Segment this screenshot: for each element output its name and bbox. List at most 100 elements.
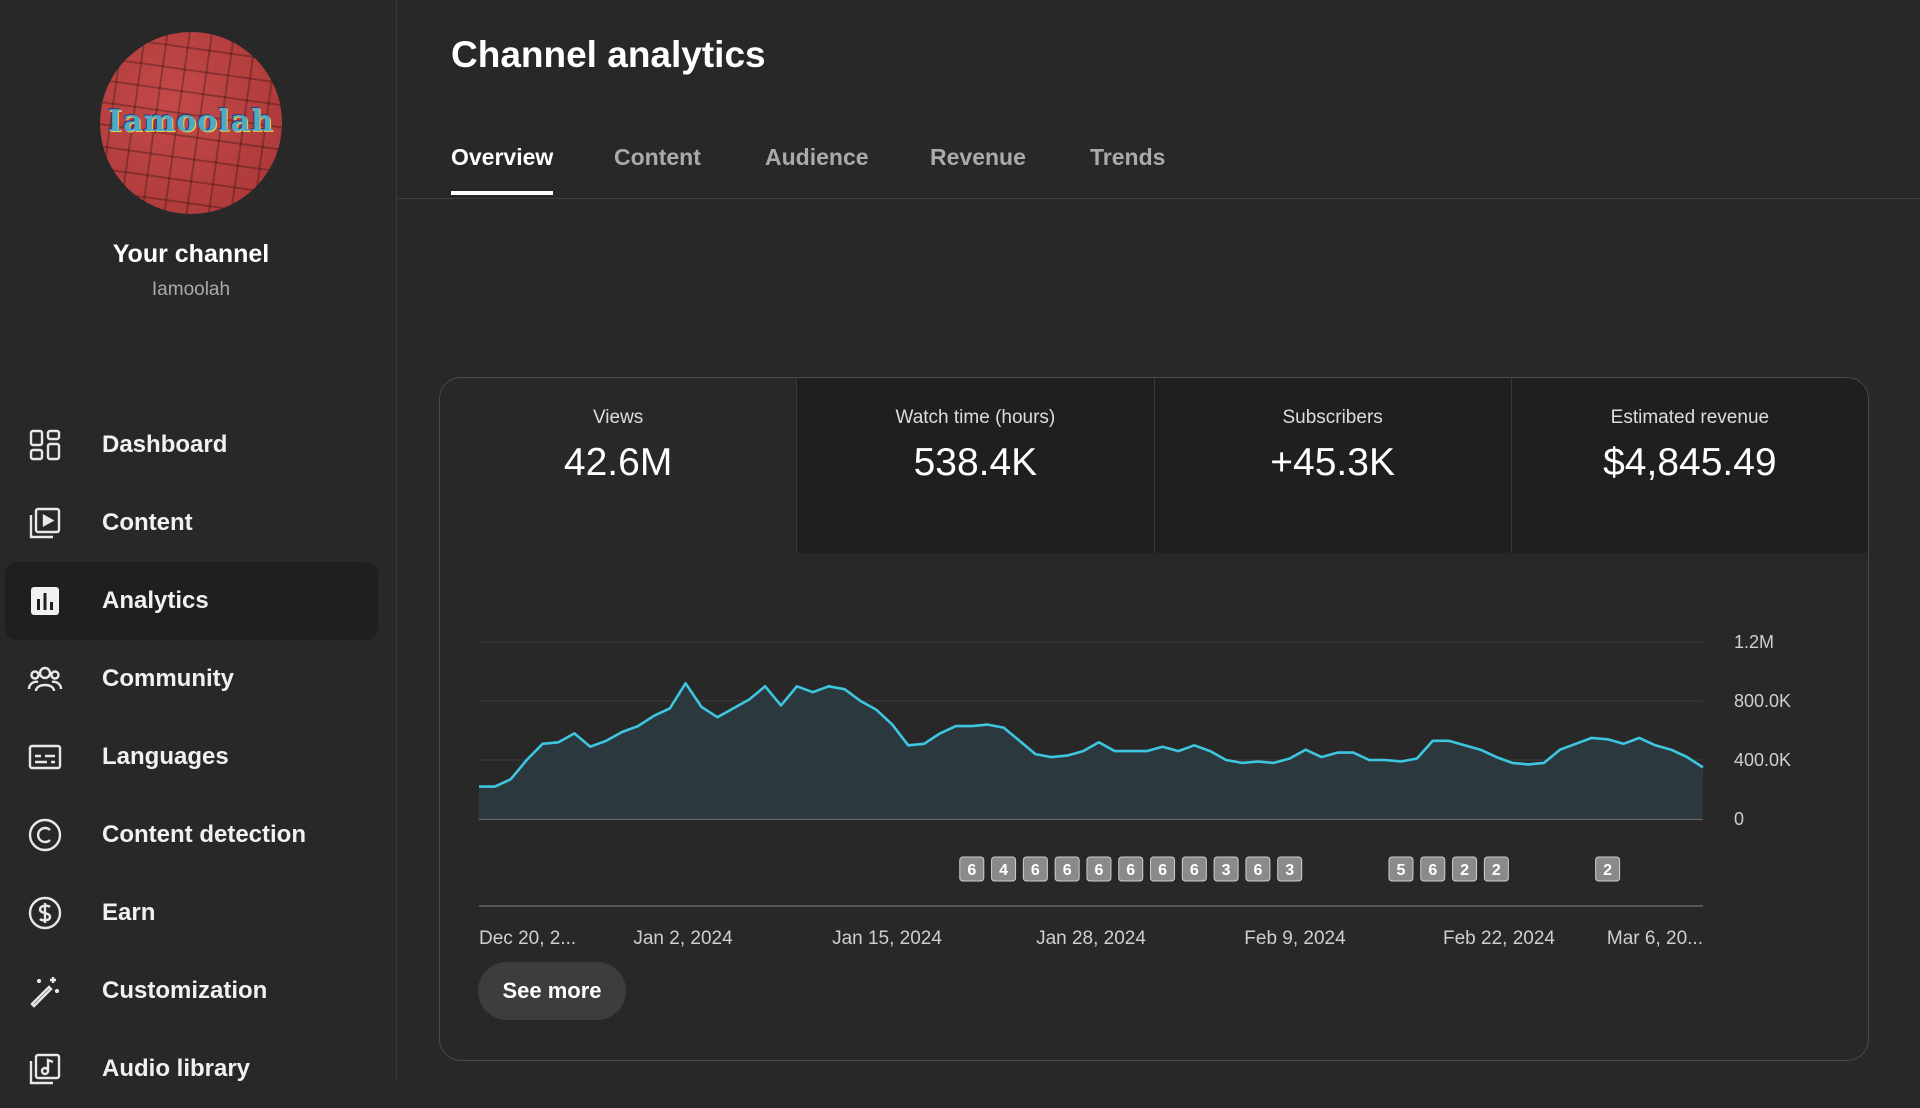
annotation-marker-label: 6 [1063,862,1072,879]
copyright-icon [25,815,65,855]
sidebar-item-community[interactable]: Community [5,640,378,718]
views-area [479,683,1703,819]
views-line [479,682,1704,788]
sidebar-item-label: Audio library [102,1055,251,1082]
annotation-marker-label: 6 [1031,862,1040,879]
content-icon [25,503,65,543]
annotation-marker-label: 6 [1094,862,1103,879]
y-tick-label: 400.0K [1734,750,1791,770]
annotation-marker [1388,856,1414,882]
sidebar-item-dashboard[interactable]: Dashboard [5,406,378,484]
sidebar-item-label: Dashboard [102,431,228,458]
sidebar-item-label: Content [102,509,193,536]
metric-estimated-revenue[interactable]: Estimated revenue $4,845.49 [1510,378,1868,553]
tab-revenue[interactable]: Revenue [930,144,1026,170]
sidebar-item-customization[interactable]: Customization [5,952,378,1030]
sidebar-item-content[interactable]: Content [5,484,378,562]
sidebar-item-languages[interactable]: Languages [5,718,378,796]
avatar-logo-text: Iamoolah [108,104,274,139]
dashboard-icon [25,425,65,465]
channel-handle: Iamoolah [151,279,231,300]
sidebar-item-label: Community [102,665,234,692]
annotation-marker [1483,856,1509,882]
annotation-marker-label: 2 [1603,862,1612,879]
metric-label: Watch time (hours) [895,407,1056,428]
metric-value: 42.6M [563,441,673,484]
x-tick-label: Mar 6, 20... [1607,928,1703,949]
annotation-marker [1086,856,1112,882]
y-tick-label: 800.0K [1734,691,1791,711]
annotation-marker [1595,856,1621,882]
sidebar-item-analytics[interactable]: Analytics [5,562,378,640]
annotation-marker-label: 6 [1253,862,1262,879]
metric-value: +45.3K [1270,441,1395,484]
x-tick-label: Feb 22, 2024 [1443,928,1555,949]
subtitles-icon [25,737,65,777]
tab-audience[interactable]: Audience [765,144,869,170]
analytics-tabs: Overview Content Audience Revenue Trends [397,130,1920,199]
metric-watch-time[interactable]: Watch time (hours) 538.4K [796,378,1154,553]
sidebar-item-label: Analytics [102,587,209,614]
annotation-marker [1181,856,1207,882]
sidebar-item-earn[interactable]: Earn [5,874,378,952]
dollar-icon [25,893,65,933]
annotation-marker [991,856,1017,882]
tab-trends[interactable]: Trends [1090,144,1166,170]
annotation-marker [1054,856,1080,882]
analytics-icon [25,581,65,621]
annotation-marker-label: 2 [1492,862,1501,879]
magic-wand-icon [25,971,65,1011]
annotation-marker-label: 6 [1190,862,1199,879]
metric-tabs: Views 42.6M Watch time (hours) 538.4K Su… [440,378,1868,553]
tab-content[interactable]: Content [614,144,701,170]
audio-library-icon [25,1049,65,1089]
annotation-marker-label: 4 [999,862,1008,879]
x-tick-label: Jan 15, 2024 [832,928,942,949]
sidebar-item-audio-library[interactable]: Audio library [5,1030,378,1108]
metric-value: 538.4K [913,441,1038,484]
sidebar: Iamoolah Your channel Iamoolah Dashboard… [0,0,397,1085]
annotation-marker [1213,856,1239,882]
annotation-marker-label: 3 [1222,862,1231,879]
annotation-marker-label: 6 [1158,862,1167,879]
see-more-button[interactable]: See more [478,962,626,1020]
sidebar-item-content-detection[interactable]: Content detection [5,796,378,874]
analytics-overview-card: Views 42.6M Watch time (hours) 538.4K Su… [439,377,1869,1061]
annotation-marker-label: 6 [1428,862,1437,879]
annotation-marker [1022,856,1048,882]
annotation-marker [1277,856,1303,882]
y-tick-label: 1.2M [1734,632,1774,652]
metric-subscribers[interactable]: Subscribers +45.3K [1153,378,1511,553]
annotation-marker-label: 6 [1126,862,1135,879]
annotation-marker [1420,856,1446,882]
sidebar-item-label: Customization [102,977,268,1004]
tab-overview[interactable]: Overview [451,144,554,195]
annotation-marker [1452,856,1478,882]
views-chart: 0 400.0K 800.0K 1.2M 6 4 6 6 6 6 6 6 3 6 3 5 6 2 2 2 Dec 20,… [479,632,1791,949]
x-tick-label: Feb 9, 2024 [1244,928,1346,949]
channel-title: Your channel [112,240,270,268]
annotation-marker-label: 6 [967,862,976,879]
annotation-marker [1150,856,1176,882]
metric-label: Views [592,407,644,428]
sidebar-nav: Dashboard Content Analytics Community La… [5,406,378,1108]
x-tick-label: Jan 2, 2024 [633,928,733,949]
sidebar-item-label: Languages [102,743,229,770]
community-icon [25,659,65,699]
annotation-marker-label: 3 [1285,862,1294,879]
sidebar-item-label: Earn [102,899,156,926]
metric-views[interactable]: Views 42.6M [440,378,797,553]
metric-label: Subscribers [1282,407,1383,428]
page-title: Channel analytics [451,34,766,75]
metric-value: $4,845.49 [1603,441,1777,484]
metric-label: Estimated revenue [1610,407,1770,428]
sidebar-item-label: Content detection [102,821,306,848]
x-tick-label: Jan 28, 2024 [1036,928,1146,949]
channel-avatar[interactable]: Iamoolah [100,32,282,214]
annotation-marker-label: 5 [1397,862,1406,879]
annotation-marker [1118,856,1144,882]
annotation-marker-label: 2 [1460,862,1469,879]
y-tick-label: 0 [1734,809,1744,829]
x-tick-label: Dec 20, 2... [479,928,576,949]
annotation-marker [959,856,985,882]
